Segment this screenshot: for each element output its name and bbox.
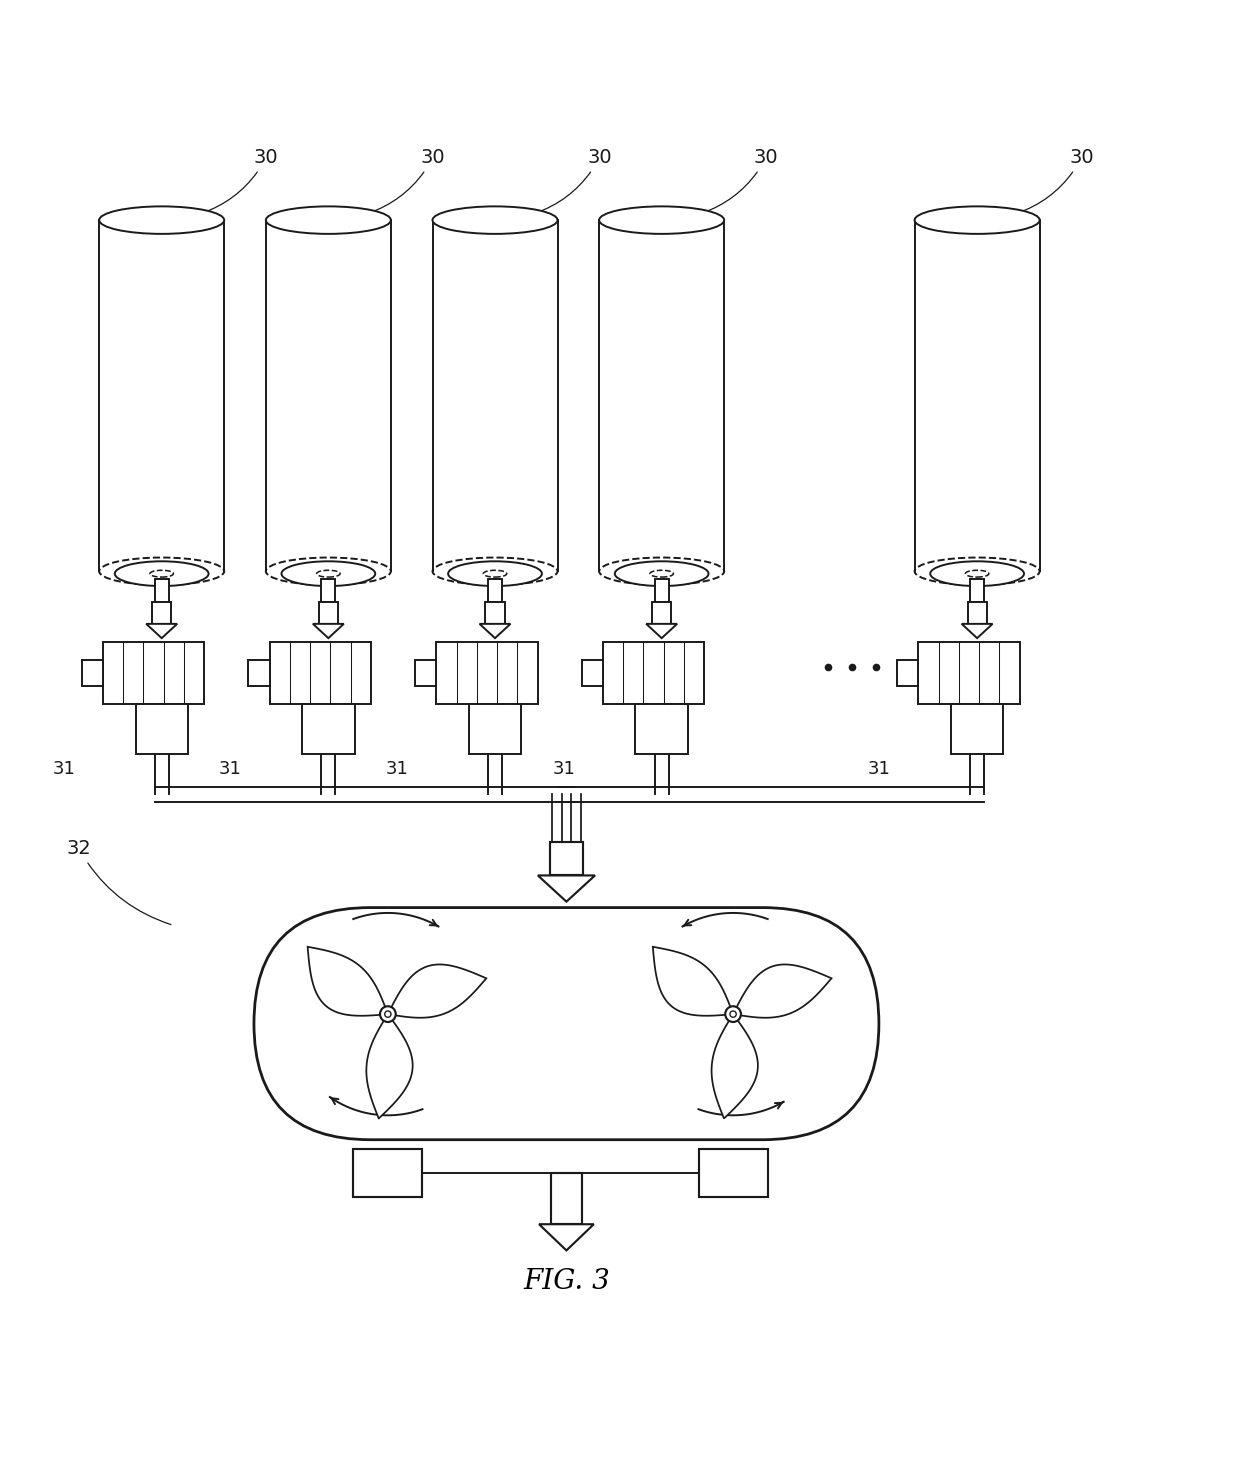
Text: 31: 31 bbox=[219, 760, 242, 777]
Text: 30: 30 bbox=[702, 148, 779, 214]
Polygon shape bbox=[265, 220, 391, 571]
Bar bbox=[303, 704, 355, 754]
Bar bbox=[248, 660, 269, 685]
Polygon shape bbox=[712, 1015, 758, 1118]
Bar bbox=[469, 704, 521, 754]
Polygon shape bbox=[539, 1224, 594, 1250]
Text: 30: 30 bbox=[368, 148, 445, 214]
Bar bbox=[951, 704, 1003, 754]
Bar bbox=[155, 578, 169, 602]
Ellipse shape bbox=[915, 206, 1039, 234]
Polygon shape bbox=[312, 624, 343, 638]
Polygon shape bbox=[599, 220, 724, 571]
Bar bbox=[582, 660, 603, 685]
Ellipse shape bbox=[484, 571, 507, 577]
Ellipse shape bbox=[150, 571, 174, 577]
Text: 31: 31 bbox=[386, 760, 409, 777]
Text: 32: 32 bbox=[67, 839, 171, 925]
Polygon shape bbox=[433, 220, 558, 571]
Bar bbox=[269, 641, 371, 704]
Bar bbox=[319, 602, 337, 624]
Bar bbox=[549, 842, 583, 875]
Text: 30: 30 bbox=[1017, 148, 1094, 214]
Ellipse shape bbox=[265, 206, 391, 234]
Bar bbox=[487, 578, 502, 602]
Bar bbox=[897, 660, 919, 685]
Circle shape bbox=[384, 1012, 391, 1017]
Ellipse shape bbox=[650, 571, 673, 577]
Text: 31: 31 bbox=[868, 760, 890, 777]
Bar bbox=[353, 1149, 423, 1198]
Polygon shape bbox=[388, 965, 486, 1017]
FancyBboxPatch shape bbox=[254, 908, 879, 1139]
Bar bbox=[652, 602, 671, 624]
Polygon shape bbox=[646, 624, 677, 638]
Text: 31: 31 bbox=[553, 760, 575, 777]
Bar bbox=[635, 704, 688, 754]
Bar bbox=[603, 641, 704, 704]
Text: FIG. 3: FIG. 3 bbox=[523, 1268, 610, 1296]
Polygon shape bbox=[146, 624, 177, 638]
Polygon shape bbox=[733, 965, 832, 1017]
Bar bbox=[103, 641, 205, 704]
Bar bbox=[486, 602, 505, 624]
Bar bbox=[321, 578, 336, 602]
Bar bbox=[135, 704, 188, 754]
Polygon shape bbox=[366, 1015, 413, 1118]
Bar bbox=[967, 602, 987, 624]
Ellipse shape bbox=[966, 571, 988, 577]
Circle shape bbox=[730, 1012, 737, 1017]
Ellipse shape bbox=[599, 206, 724, 234]
Bar bbox=[82, 660, 103, 685]
Bar bbox=[919, 641, 1019, 704]
Ellipse shape bbox=[448, 561, 542, 586]
Circle shape bbox=[379, 1006, 396, 1022]
Bar bbox=[698, 1149, 768, 1198]
Ellipse shape bbox=[99, 206, 224, 234]
Ellipse shape bbox=[281, 561, 376, 586]
Bar bbox=[415, 660, 436, 685]
Ellipse shape bbox=[115, 561, 208, 586]
Polygon shape bbox=[538, 875, 595, 902]
Bar bbox=[551, 1173, 582, 1224]
Ellipse shape bbox=[433, 206, 558, 234]
Polygon shape bbox=[915, 220, 1039, 571]
Bar bbox=[153, 602, 171, 624]
Text: 30: 30 bbox=[202, 148, 279, 214]
Circle shape bbox=[725, 1006, 742, 1022]
Ellipse shape bbox=[930, 561, 1024, 586]
Text: 30: 30 bbox=[536, 148, 611, 214]
Ellipse shape bbox=[615, 561, 708, 586]
Polygon shape bbox=[480, 624, 511, 638]
Polygon shape bbox=[652, 947, 733, 1016]
Ellipse shape bbox=[316, 571, 340, 577]
Bar bbox=[970, 578, 985, 602]
Polygon shape bbox=[962, 624, 992, 638]
Polygon shape bbox=[99, 220, 224, 571]
Polygon shape bbox=[308, 947, 388, 1016]
Text: 31: 31 bbox=[52, 760, 76, 777]
Bar bbox=[655, 578, 668, 602]
Bar bbox=[436, 641, 537, 704]
